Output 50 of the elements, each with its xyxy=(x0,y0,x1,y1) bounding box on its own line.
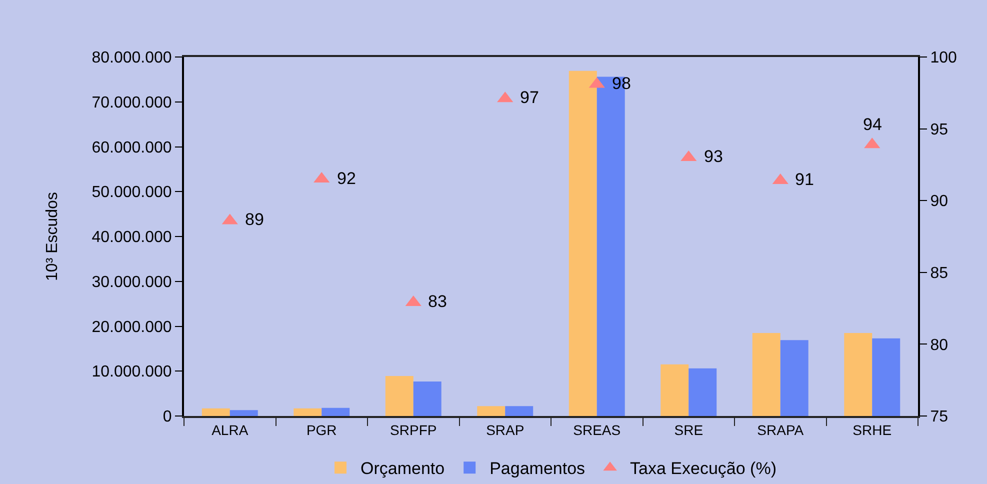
y-tick-label: 30.000.000 xyxy=(92,274,172,291)
y2-tick-label: 95 xyxy=(930,121,948,138)
x-tick-label: SRHE xyxy=(852,422,892,438)
bar xyxy=(752,332,780,416)
y-tick-label: 60.000.000 xyxy=(92,139,172,156)
y-tick-label: 0 xyxy=(162,408,172,426)
data-label: 89 xyxy=(245,210,264,229)
legend-label: Pagamentos xyxy=(490,459,586,478)
y-tick-label: 20.000.000 xyxy=(92,318,172,336)
bar xyxy=(844,332,872,416)
bar xyxy=(385,376,414,416)
y-axis-title: 10³ Escudos xyxy=(44,192,62,281)
y2-tick-label: 90 xyxy=(930,193,948,210)
bar xyxy=(294,408,322,416)
bar xyxy=(322,408,350,416)
x-tick-label: PGR xyxy=(306,422,337,438)
y-tick-label: 40.000.000 xyxy=(92,229,172,246)
data-label: 83 xyxy=(428,292,447,311)
x-tick-label: SRAP xyxy=(486,422,524,438)
x-tick-label: SRAPA xyxy=(757,422,804,438)
bar xyxy=(872,338,900,416)
data-label: 92 xyxy=(337,169,356,188)
y2-tick-label: 85 xyxy=(930,265,948,282)
bar xyxy=(568,70,597,416)
data-label: 97 xyxy=(520,88,539,107)
bar xyxy=(413,381,442,416)
y-tick-label: 80.000.000 xyxy=(92,50,172,67)
bar xyxy=(688,368,717,416)
y-tick-label: 10.000.000 xyxy=(92,364,172,381)
x-tick-label: SREAS xyxy=(573,422,621,438)
legend-label: Orçamento xyxy=(360,459,445,478)
y2-tick-label: 75 xyxy=(930,408,948,426)
x-tick-label: ALRA xyxy=(212,422,249,438)
bar xyxy=(780,340,808,416)
bar xyxy=(202,408,230,416)
x-tick-label: SRE xyxy=(674,422,704,438)
bar xyxy=(660,364,689,416)
bar xyxy=(477,406,506,416)
y-tick-label: 70.000.000 xyxy=(92,94,172,112)
bar xyxy=(230,410,258,416)
data-label: 91 xyxy=(795,170,814,189)
bar xyxy=(505,406,534,416)
data-label: 93 xyxy=(704,147,723,166)
x-tick-label: SRPFP xyxy=(390,422,437,438)
y2-tick-label: 80 xyxy=(930,336,948,354)
y-tick-label: 50.000.000 xyxy=(92,184,172,202)
y2-tick-label: 100 xyxy=(930,50,957,67)
legend-label: Taxa Execução (%) xyxy=(630,459,776,478)
data-label: 94 xyxy=(863,115,882,134)
data-label: 98 xyxy=(612,74,631,93)
